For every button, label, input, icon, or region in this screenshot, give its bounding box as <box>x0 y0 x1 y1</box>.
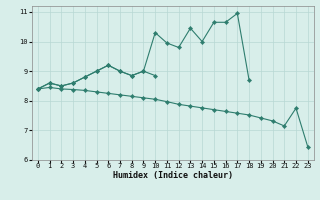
X-axis label: Humidex (Indice chaleur): Humidex (Indice chaleur) <box>113 171 233 180</box>
